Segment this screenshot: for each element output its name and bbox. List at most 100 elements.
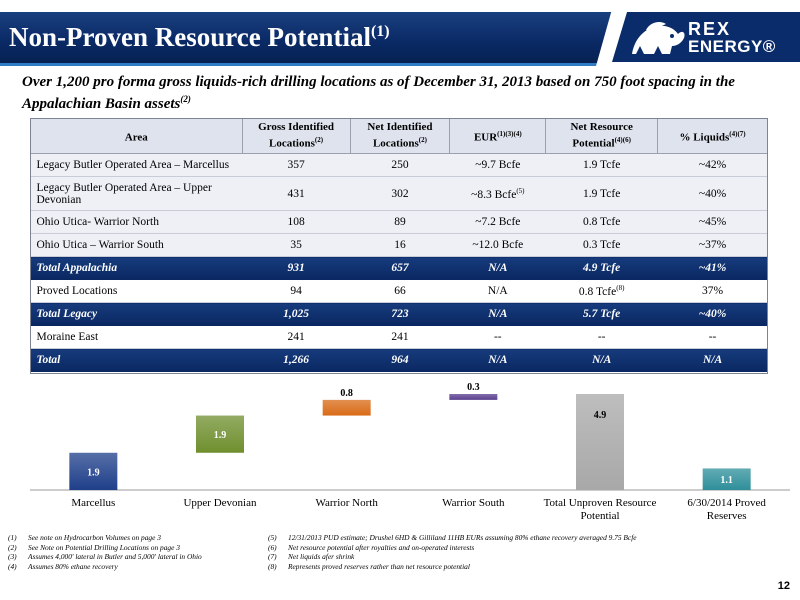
table-row: Moraine East 241 241 -- -- -- (30, 325, 768, 349)
table-cell: ~9.7 Bcfe (449, 153, 546, 177)
row-label: Legacy Butler Operated Area – Marcellus (30, 153, 243, 177)
chart-bar (322, 399, 371, 416)
table-cell: 302 (350, 176, 450, 211)
slide-header: Non-Proven Resource Potential(1) REX ENE… (0, 0, 800, 66)
table-cell: ~45% (657, 210, 768, 234)
chart-bar (702, 468, 751, 490)
table-cell: 250 (350, 153, 450, 177)
table-cell: ~7.2 Bcfe (449, 210, 546, 234)
footnote: (3) Assumes 4,000' lateral in Butler and … (8, 552, 202, 562)
x-tick-label: 6/30/2014 Proved Reserves (687, 497, 766, 522)
x-tick-label: Total Unproven Resource Potential (544, 497, 657, 522)
table-header-row: Area Gross Identified Locations(2) Net Ide… (30, 118, 768, 154)
table-cell: 357 (242, 153, 350, 177)
table-row: Proved Locations 94 66 N/A 0.8 Tcfe(8) 37% (30, 279, 768, 303)
table-cell: ~40% (657, 302, 768, 326)
data-label: 0.3 (467, 382, 480, 393)
table-cell: 94 (242, 279, 350, 303)
column-header: EUR(1)(3)(4) (449, 118, 547, 154)
x-tick-label: Marcellus (71, 497, 115, 509)
table-cell: 66 (350, 279, 450, 303)
table-cell: ~12.0 Bcfe (449, 233, 546, 257)
table-cell: 1,025 (242, 302, 350, 326)
table-row: Legacy Butler Operated Area – Marcellus 3… (30, 153, 768, 177)
table-row: Legacy Butler Operated Area – Upper Devo… (30, 176, 768, 211)
table-cell: N/A (449, 302, 546, 326)
table-total-row: Total Legacy 1,025 723 N/A 5.7 Tcfe ~40% (30, 302, 768, 326)
table-cell: 4.9 Tcfe (545, 256, 658, 280)
table-cell: -- (449, 325, 546, 349)
column-header: % Liquids(4)(7) (657, 118, 768, 154)
table-cell: -- (657, 325, 768, 349)
footnote: (1) See note on Hydrocarbon Volumes on pa… (8, 533, 161, 542)
table-cell: ~41% (657, 256, 768, 280)
table-cell: 657 (350, 256, 450, 280)
chart-bar (576, 394, 624, 490)
table-cell: 0.8 Tcfe(8) (545, 279, 658, 303)
row-label: Ohio Utica- Warrior North (30, 210, 243, 234)
footnote: (6) Net resource potential after royaltie… (268, 542, 475, 552)
row-label: Moraine East (30, 325, 243, 349)
table-cell: ~37% (657, 233, 768, 257)
table-cell: 241 (242, 325, 350, 349)
data-label: 1.1 (720, 475, 733, 486)
x-tick-label: Warrior North (315, 497, 378, 509)
table-cell: N/A (657, 348, 768, 372)
table-cell: 931 (242, 256, 350, 280)
footnotes-right: (5) 12/31/2013 PUD estimate; Drushel 6HD … (268, 533, 768, 571)
footnote: (4) Assumes 80% ethane recovery (8, 561, 118, 571)
table-cell: 16 (350, 233, 450, 257)
table-cell: N/A (449, 279, 546, 303)
x-tick-label: Warrior South (442, 497, 505, 509)
table-cell: 1.9 Tcfe (545, 153, 658, 177)
chart-bar (69, 452, 118, 490)
logo-wordmark: REX ENERGY® (688, 19, 776, 56)
table-cell: 241 (350, 325, 450, 349)
table-cell: ~42% (657, 153, 768, 177)
chart-bar (196, 415, 244, 453)
table-cell: ~40% (657, 176, 768, 211)
table-cell: 723 (350, 302, 450, 326)
table-cell: 431 (242, 176, 350, 211)
data-label: 4.9 (594, 410, 607, 421)
row-label: Total Legacy (30, 302, 243, 326)
page-title: Non-Proven Resource Potential(1) (9, 22, 390, 52)
table-cell: N/A (449, 256, 546, 280)
footnotes-left: (1) See note on Hydrocarbon Volumes on pa… (8, 533, 258, 571)
column-header: Gross Identified Locations(2) (241, 118, 351, 154)
table-total-row: Total 1,266 964 N/A N/A N/A (30, 348, 768, 372)
table-cell: 0.8 Tcfe (545, 210, 658, 234)
table-row: Ohio Utica – Warrior South 35 16 ~12.0 Bcfe… (30, 233, 768, 257)
row-label: Total (30, 348, 243, 372)
x-tick-label: Upper Devonian (183, 497, 257, 509)
footnote: (2) See Note on Potential Drilling Locati… (8, 542, 180, 552)
rex-lion-logo-icon (632, 22, 685, 54)
table-cell: 89 (350, 210, 450, 234)
footnote: (8) Represents proved reserves rather tha… (268, 561, 470, 571)
table-body: Legacy Butler Operated Area – Marcellus 3… (30, 153, 768, 372)
row-label: Total Appalachia (30, 256, 243, 280)
row-label: Legacy Butler Operated Area – Upper Devo… (30, 176, 243, 211)
table-row: Ohio Utica- Warrior North 108 89 ~7.2 Bcfe 0… (30, 210, 768, 234)
column-header: Net Resource Potential(4)(6) (545, 118, 659, 154)
table-cell: 964 (350, 348, 450, 372)
table-cell: 108 (242, 210, 350, 234)
table-cell: -- (545, 325, 658, 349)
table-cell: 1,266 (242, 348, 350, 372)
data-label: 0.8 (340, 388, 353, 399)
resource-table: Area Gross Identified Locations(2) Net Ide… (30, 118, 768, 372)
footnote: (5) 12/31/2013 PUD estimate; Drushel 6HD … (268, 533, 637, 542)
page-number: 12 (777, 580, 790, 592)
waterfall-chart-svg: 1.9 Marcellus 1.9 Upper Devonian 0.8 Warrior … (30, 382, 790, 522)
slide-subtitle: Over 1,200 pro forma gross liquids-rich … (22, 74, 735, 112)
data-label: 1.9 (214, 430, 227, 441)
column-header: Net Identified Locations(2) (349, 118, 451, 154)
data-label: 1.9 (87, 467, 100, 478)
table-cell: N/A (449, 348, 546, 372)
table-cell: 5.7 Tcfe (545, 302, 658, 326)
table-total-row: Total Appalachia 931 657 N/A 4.9 Tcfe ~41% (30, 256, 768, 280)
waterfall-chart: 1.9 Marcellus 1.9 Upper Devonian 0.8 Warrior … (30, 380, 790, 530)
row-label: Ohio Utica – Warrior South (30, 233, 243, 257)
column-header: Area (30, 118, 243, 154)
table-cell: N/A (545, 348, 658, 372)
